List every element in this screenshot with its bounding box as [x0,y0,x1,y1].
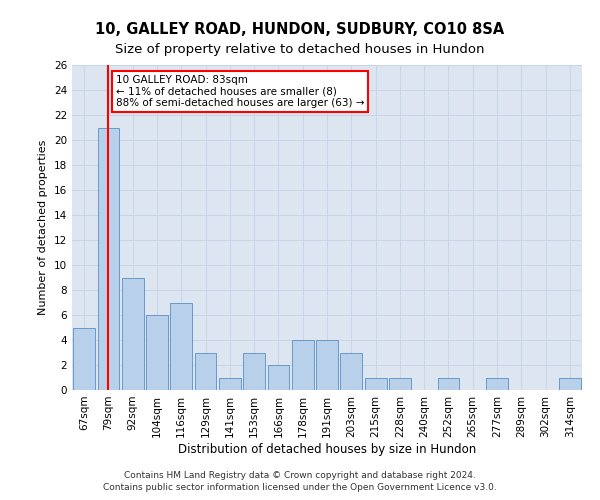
Bar [219,378,241,390]
Bar [486,378,508,390]
Bar [73,328,95,390]
Text: Contains HM Land Registry data © Crown copyright and database right 2024.: Contains HM Land Registry data © Crown c… [124,472,476,480]
Bar [194,352,217,390]
Text: Contains public sector information licensed under the Open Government Licence v3: Contains public sector information licen… [103,482,497,492]
Y-axis label: Number of detached properties: Number of detached properties [38,140,49,315]
Text: 10, GALLEY ROAD, HUNDON, SUDBURY, CO10 8SA: 10, GALLEY ROAD, HUNDON, SUDBURY, CO10 8… [95,22,505,38]
Text: Size of property relative to detached houses in Hundon: Size of property relative to detached ho… [115,42,485,56]
Bar [316,340,338,390]
Bar [365,378,386,390]
X-axis label: Distribution of detached houses by size in Hundon: Distribution of detached houses by size … [178,442,476,456]
Bar [292,340,314,390]
Bar [559,378,581,390]
Bar [122,278,143,390]
Bar [146,315,168,390]
Bar [243,352,265,390]
Text: 10 GALLEY ROAD: 83sqm
← 11% of detached houses are smaller (8)
88% of semi-detac: 10 GALLEY ROAD: 83sqm ← 11% of detached … [116,75,364,108]
Bar [340,352,362,390]
Bar [97,128,119,390]
Bar [389,378,411,390]
Bar [437,378,460,390]
Bar [268,365,289,390]
Bar [170,302,192,390]
